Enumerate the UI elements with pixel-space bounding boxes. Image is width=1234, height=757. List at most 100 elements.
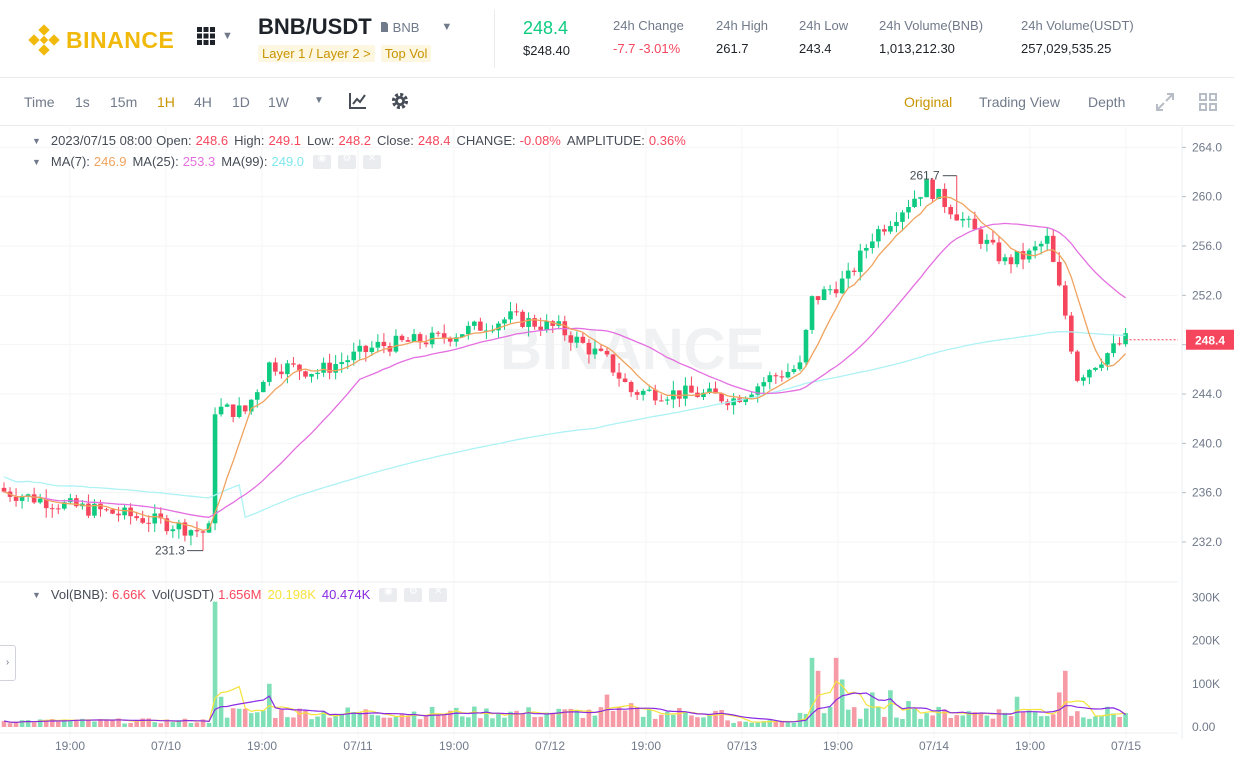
volume-bars <box>1 601 1128 727</box>
candle-body <box>936 188 941 199</box>
volume-bar <box>671 714 676 727</box>
candle-body <box>441 333 447 339</box>
candle-body <box>924 179 929 198</box>
interval-1s[interactable]: 1s <box>75 94 90 110</box>
view-depth-tab[interactable]: Depth <box>1088 94 1126 110</box>
current-price-label: 248.4 <box>1195 334 1225 348</box>
view-trading-view-tab[interactable]: Trading View <box>979 94 1060 110</box>
candle-body <box>1062 285 1068 316</box>
collapse-triangle-icon[interactable]: ▼ <box>32 589 41 600</box>
collapse-triangle-icon[interactable]: ▼ <box>32 156 41 167</box>
volume-bar <box>827 706 833 727</box>
volume-bar <box>863 708 869 727</box>
candle-body <box>363 345 369 353</box>
candle-body <box>478 321 483 331</box>
last-price-block: 248.4 $248.40 <box>523 18 570 58</box>
candle-body <box>1117 343 1122 345</box>
candle-body <box>634 392 640 395</box>
candle-body <box>580 336 586 343</box>
interval-1h[interactable]: 1H <box>157 94 175 110</box>
candle-body <box>393 335 399 352</box>
document-icon <box>380 22 388 32</box>
candle-body <box>586 342 592 355</box>
volume-bar <box>303 710 308 727</box>
volume-bar <box>399 714 405 727</box>
volume-bar <box>92 721 97 727</box>
volume-bar <box>996 709 1002 727</box>
pair-name[interactable]: BNB/USDT <box>258 14 372 39</box>
volume-bar <box>472 706 477 727</box>
settings-gear-icon[interactable] <box>390 91 410 116</box>
price-chart[interactable]: BINANCE264.0260.0256.0252.0248.0244.0240… <box>0 127 1234 757</box>
interval-15m[interactable]: 15m <box>110 94 138 110</box>
candle-body <box>459 334 465 338</box>
candle-body <box>13 496 19 501</box>
interval-more-caret-icon[interactable]: ▼ <box>314 95 324 106</box>
collapse-triangle-icon[interactable]: ▼ <box>32 135 41 146</box>
volume-bar <box>821 713 827 727</box>
candle-body <box>520 311 525 327</box>
candle-body <box>972 218 978 230</box>
candle-body <box>285 363 290 375</box>
eye-icon[interactable]: ◉ <box>379 586 398 602</box>
volume-bar <box>1050 714 1056 727</box>
candle-body <box>345 360 351 363</box>
pair-selector[interactable]: BNB/USDT BNB ▼ Layer 1 / Layer 2 > Top V… <box>258 14 452 62</box>
ma99-line <box>3 330 1126 519</box>
volume-bar <box>447 710 453 727</box>
candle-body <box>984 239 990 244</box>
vol-bnb-value: 6.66K <box>112 587 146 602</box>
tag-layer[interactable]: Layer 1 / Layer 2 > <box>258 45 375 62</box>
volume-bar <box>86 719 91 727</box>
pair-dropdown-caret-icon[interactable]: ▼ <box>441 21 453 33</box>
base-asset-info[interactable]: BNB <box>380 20 419 35</box>
volume-bar <box>966 711 972 727</box>
app-launcher-button[interactable]: ▼ <box>196 26 233 46</box>
settings-icon[interactable]: ⚙ <box>404 586 423 602</box>
close-icon[interactable]: ✕ <box>429 586 448 602</box>
grid-layout-icon[interactable] <box>1198 92 1218 117</box>
candle-body <box>628 381 634 393</box>
time-tick-label: 19:00 <box>439 739 469 753</box>
expand-panel-chevron-icon[interactable]: › <box>0 645 16 681</box>
eye-icon[interactable]: ◉ <box>313 153 332 169</box>
volume-bar <box>206 722 212 727</box>
candle-body <box>387 346 393 352</box>
time-tick-label: 07/10 <box>151 739 181 753</box>
close-icon[interactable]: ✕ <box>363 153 382 169</box>
stat-label: 24h Low <box>799 18 849 33</box>
price-tick-label: 256.0 <box>1192 239 1222 253</box>
stat-24h-change: 24h Change -7.7 -3.01% <box>613 18 684 56</box>
volume-bar <box>55 721 61 727</box>
brand-logo[interactable]: BINANCE <box>28 24 174 56</box>
indicator-icon[interactable] <box>348 91 368 116</box>
brand-name: BINANCE <box>66 26 175 53</box>
settings-icon[interactable]: ⚙ <box>338 153 357 169</box>
interval-time[interactable]: Time <box>24 94 55 110</box>
fullscreen-icon[interactable] <box>1155 92 1175 117</box>
candle-body <box>930 179 935 199</box>
time-tick-label: 07/11 <box>343 739 372 753</box>
interval-1d[interactable]: 1D <box>232 94 250 110</box>
tag-top-vol[interactable]: Top Vol <box>380 45 432 62</box>
volume-bar <box>182 718 188 727</box>
vol-bnb-label: Vol(BNB): <box>50 587 108 602</box>
candle-body <box>665 399 670 401</box>
volume-bar <box>514 710 519 727</box>
candle-body <box>815 296 821 301</box>
candle-body <box>803 329 809 363</box>
stat-24h-low: 24h Low 243.4 <box>799 18 848 56</box>
interval-4h[interactable]: 4H <box>194 94 212 110</box>
volume-bar <box>658 714 664 727</box>
volume-bar <box>707 715 712 727</box>
candle-body <box>888 226 893 232</box>
volume-bar <box>604 694 610 727</box>
volume-bar <box>942 709 947 727</box>
candle-body <box>568 335 574 343</box>
candle-body <box>98 503 103 510</box>
view-original-tab[interactable]: Original <box>904 94 953 110</box>
candle-body <box>62 502 67 509</box>
candle-body <box>1123 333 1128 345</box>
candle-body <box>453 337 459 342</box>
interval-1w[interactable]: 1W <box>268 94 289 110</box>
